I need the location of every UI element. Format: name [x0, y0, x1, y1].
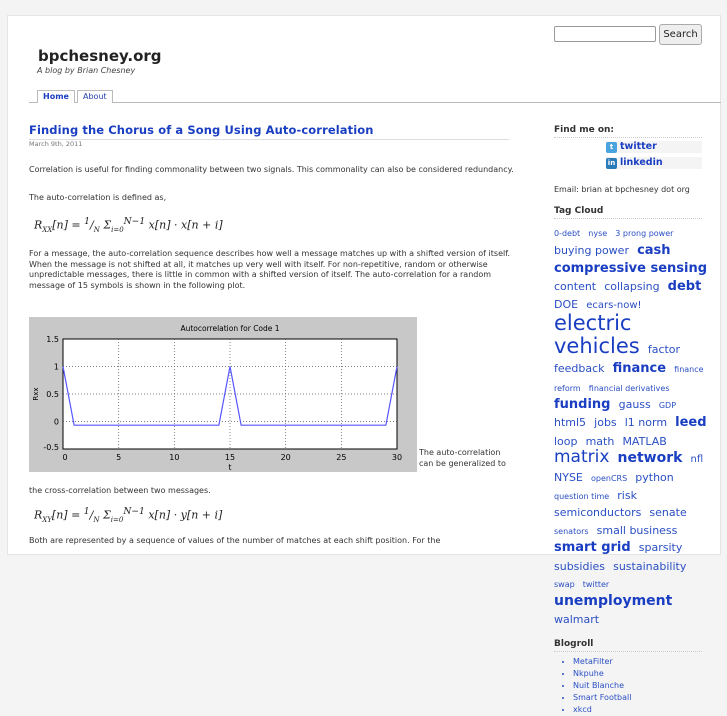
twitter-label: twitter — [620, 141, 657, 152]
tag-link[interactable]: leed — [675, 415, 706, 430]
tag-link[interactable]: compressive sensing — [554, 261, 707, 276]
tag-link[interactable]: finance — [613, 361, 666, 376]
tag-link[interactable]: 0-debt — [554, 229, 580, 238]
paragraph: For a message, the auto-correlation sequ… — [29, 249, 514, 291]
blogroll-list: MetaFilterNkpuheNuit BlancheSmart Footba… — [573, 656, 714, 716]
tag-link[interactable]: loop — [554, 435, 578, 448]
search-button[interactable]: Search — [659, 24, 702, 45]
paragraph: The auto-correlation can be generalized … — [419, 448, 517, 469]
x-tick-label: 20 — [281, 453, 291, 462]
tag-link[interactable]: question time — [554, 492, 609, 501]
tag-link[interactable]: l1 norm — [625, 416, 667, 429]
tag-link[interactable]: sparsity — [639, 541, 683, 554]
blogroll-item[interactable]: Nuit Blanche — [573, 680, 714, 692]
crosscorrelation-formula: RXY[n] = 1/N Σi=0N−1 x[n] · y[n + i] — [34, 506, 222, 524]
paragraph: The auto-correlation is defined as, — [29, 193, 514, 204]
tag-link[interactable]: walmart — [554, 613, 599, 626]
tag-link[interactable]: NYSE — [554, 471, 583, 484]
tag-link[interactable]: jobs — [594, 416, 617, 429]
blogroll-item[interactable]: xkcd — [573, 704, 714, 716]
post-date: March 9th, 2011 — [29, 140, 82, 148]
tag-link[interactable]: senate — [649, 506, 686, 519]
tag-link[interactable]: matrix — [554, 447, 609, 467]
tag-cloud: 0-debt nyse 3 prong power buying power c… — [554, 222, 714, 627]
blogroll-item[interactable]: Nkpuhe — [573, 668, 714, 680]
twitter-icon: t — [606, 142, 617, 153]
tag-link[interactable]: python — [635, 471, 673, 484]
autocorrelation-formula: RXX[n] = 1/N Σi=0N−1 x[n] · x[n + i] — [34, 216, 223, 234]
find-me-heading: Find me on: — [554, 125, 702, 138]
site-tagline: A blog by Brian Chesney — [37, 66, 135, 76]
tag-link[interactable]: sustainability — [613, 560, 686, 573]
tag-link[interactable]: electric vehicles — [554, 311, 640, 358]
y-tick-label: -0.5 — [43, 443, 59, 452]
blogroll-item[interactable]: Smart Football — [573, 692, 714, 704]
tag-link[interactable]: network — [618, 450, 683, 466]
tag-link[interactable]: nfl — [691, 454, 704, 465]
tag-link[interactable]: swap — [554, 580, 575, 589]
chart-title: Autocorrelation for Code 1 — [180, 324, 279, 333]
tab-about[interactable]: About — [77, 90, 113, 103]
tag-link[interactable]: DOE — [554, 298, 578, 311]
tag-link[interactable]: cash — [637, 243, 670, 258]
paragraph: Correlation is useful for finding common… — [29, 165, 514, 176]
tag-link[interactable]: factor — [648, 343, 680, 356]
post-title[interactable]: Finding the Chorus of a Song Using Auto-… — [29, 123, 374, 137]
linkedin-icon: in — [606, 158, 617, 169]
x-tick-label: 30 — [392, 453, 402, 462]
tag-cloud-heading: Tag Cloud — [554, 206, 702, 219]
nav-divider — [29, 102, 721, 103]
tag-link[interactable]: 3 prong power — [615, 229, 673, 238]
tag-link[interactable]: funding — [554, 397, 611, 412]
y-tick-label: 1.5 — [46, 335, 59, 344]
search-input[interactable] — [554, 26, 656, 42]
x-tick-label: 10 — [169, 453, 179, 462]
tag-link[interactable]: nyse — [588, 229, 607, 238]
tag-link[interactable]: small business — [597, 524, 678, 537]
tag-link[interactable]: semiconductors — [554, 506, 641, 519]
paragraph: the cross-correlation between two messag… — [29, 486, 514, 497]
tag-link[interactable]: buying power — [554, 244, 629, 257]
y-tick-label: 0 — [54, 418, 59, 427]
linkedin-label: linkedin — [620, 157, 663, 168]
tag-link[interactable]: math — [586, 435, 615, 448]
tag-link[interactable]: openCRS — [591, 474, 627, 483]
y-tick-label: 0.5 — [46, 390, 59, 399]
tag-link[interactable]: risk — [617, 489, 637, 502]
tag-link[interactable]: gauss — [619, 398, 651, 411]
tag-link[interactable]: subsidies — [554, 560, 605, 573]
tag-link[interactable]: twitter — [583, 580, 609, 589]
email-text: Email: brian at bpchesney dot org — [554, 185, 690, 195]
site-title[interactable]: bpchesney.org — [38, 47, 162, 65]
tag-link[interactable]: smart grid — [554, 540, 631, 555]
x-tick-label: 0 — [62, 453, 67, 462]
sidebar-lower: Tag Cloud 0-debt nyse 3 prong power buyi… — [554, 206, 714, 716]
y-axis-label: Rxx — [32, 387, 40, 400]
tag-link[interactable]: content — [554, 280, 596, 293]
tag-link[interactable]: GDP — [659, 401, 676, 410]
tag-link[interactable]: MATLAB — [622, 435, 666, 448]
blogroll-item[interactable]: MetaFilter — [573, 656, 714, 668]
tag-link[interactable]: collapsing — [604, 280, 659, 293]
x-tick-label: 15 — [225, 453, 235, 462]
tag-link[interactable]: feedback — [554, 362, 605, 375]
tag-link[interactable]: senators — [554, 527, 589, 536]
x-tick-label: 5 — [116, 453, 121, 462]
tab-home[interactable]: Home — [37, 90, 75, 103]
blogroll-heading: Blogroll — [554, 639, 702, 652]
tag-link[interactable]: financial derivatives — [589, 384, 670, 393]
title-divider — [29, 139, 509, 140]
x-axis-label: t — [228, 463, 231, 472]
tag-link[interactable]: html5 — [554, 416, 586, 429]
y-tick-label: 1 — [54, 363, 59, 372]
x-tick-label: 25 — [336, 453, 346, 462]
tag-link[interactable]: debt — [668, 279, 702, 294]
tag-link[interactable]: unemployment — [554, 593, 672, 609]
tag-link[interactable]: ecars-now! — [586, 300, 641, 311]
